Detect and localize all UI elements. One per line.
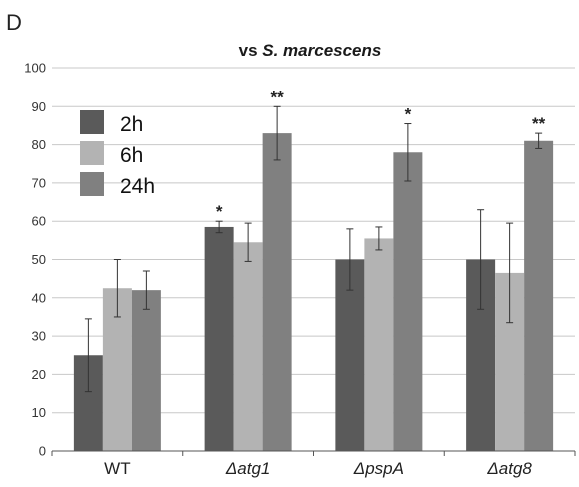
- y-tick-label: 90: [32, 99, 46, 114]
- legend-swatch-6h: [80, 141, 104, 165]
- bar-pspa-24h: [393, 152, 423, 451]
- bar-atg1-24h: [262, 133, 292, 452]
- chart-title-species: S. marcescens: [262, 41, 381, 60]
- significance-marker: **: [271, 87, 285, 106]
- x-tick-label: Δatg1: [225, 459, 271, 478]
- bar-wt-24h: [131, 290, 161, 451]
- y-tick-label: 100: [24, 61, 46, 76]
- significance-markers: ******: [216, 87, 546, 221]
- legend-swatch-24h: [80, 172, 104, 196]
- y-tick-label: 30: [32, 329, 46, 344]
- legend-label-24h: 24h: [120, 175, 155, 198]
- panel-label: D: [6, 10, 22, 35]
- x-tick-label: ΔpspA: [353, 459, 404, 478]
- bar-pspa-6h: [364, 238, 394, 451]
- bar-pspa-2h: [335, 259, 365, 451]
- legend-label-6h: 6h: [120, 144, 143, 167]
- y-tick-label: 80: [32, 137, 46, 152]
- error-bars: [84, 105, 543, 393]
- significance-marker: *: [216, 202, 223, 221]
- y-tick-label: 60: [32, 214, 46, 229]
- y-tick-label: 0: [39, 444, 46, 459]
- y-tick-label: 10: [32, 405, 46, 420]
- y-tick-label: 40: [32, 290, 46, 305]
- legend: 2h 6h 24h: [80, 110, 155, 198]
- x-tick-label: WT: [104, 459, 130, 478]
- legend-swatch-2h: [80, 110, 104, 134]
- bar-atg1-2h: [204, 226, 234, 451]
- significance-marker: *: [405, 105, 412, 124]
- significance-marker: **: [532, 114, 546, 133]
- x-tick-label: Δatg8: [486, 459, 532, 478]
- chart-title-prefix: vs: [239, 41, 263, 60]
- y-axis-ticks: 0 10 20 30 40 50 60 70 80 90 100: [24, 61, 46, 459]
- y-tick-label: 50: [32, 252, 46, 267]
- x-axis: WT Δatg1 ΔpspA Δatg8: [51, 450, 576, 478]
- y-tick-label: 20: [32, 367, 46, 382]
- bar-atg1-6h: [233, 242, 263, 451]
- bar-atg8-24h: [524, 140, 554, 451]
- legend-label-2h: 2h: [120, 113, 143, 136]
- chart-title: vs S. marcescens: [239, 41, 382, 60]
- y-tick-label: 70: [32, 175, 46, 190]
